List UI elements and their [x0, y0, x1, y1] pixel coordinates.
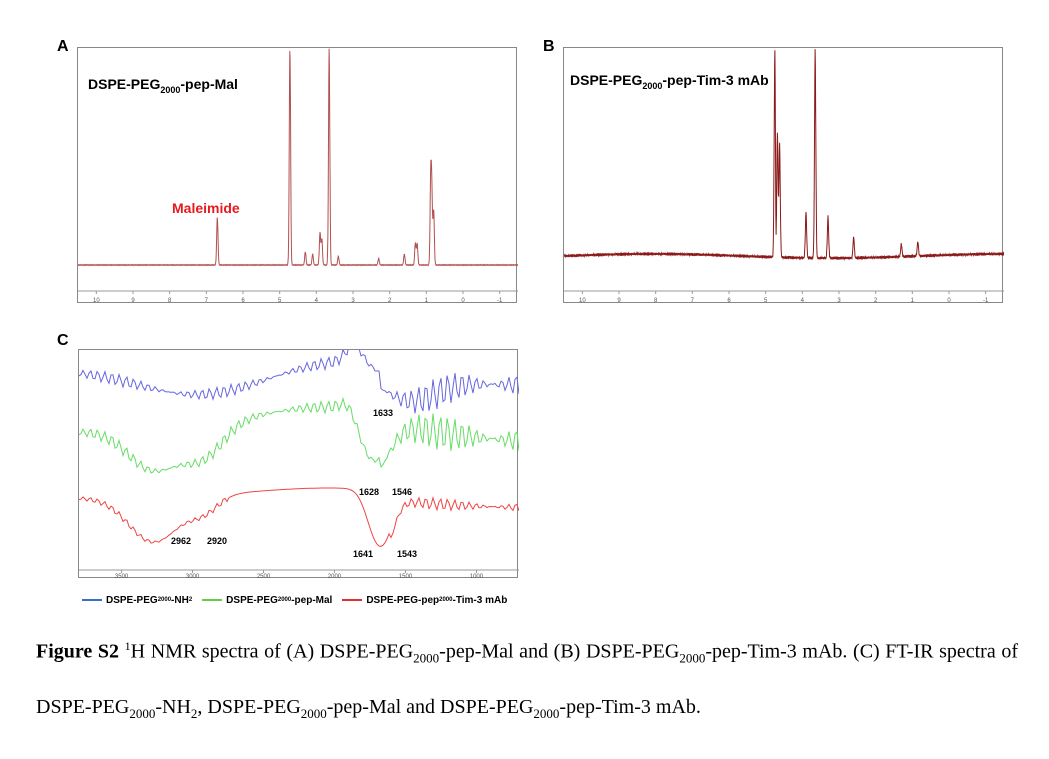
ftir-peak-label: 2962: [171, 536, 191, 546]
maleimide-annotation: Maleimide: [172, 200, 240, 216]
x-tick-label: 7: [691, 298, 695, 304]
x-tick-label: 10: [579, 298, 586, 304]
x-tick-label: 6: [241, 298, 245, 304]
legend-item-mal: DSPE-PEG 2000 -pep-Mal: [202, 595, 332, 606]
legend-item-mab: DSPE-PEG-pep 2000 -Tim-3 mAb: [342, 595, 507, 606]
ftir-peak-label: 1628: [359, 487, 379, 497]
x-tick-label: 1: [911, 298, 915, 304]
ftir-plot: 3500 3000 2500 2000 1500 1000 1633 1628 1546 2962…: [79, 350, 519, 579]
x-tick-label: 7: [205, 298, 209, 304]
ftir-x-tick-label: 2500: [257, 574, 271, 579]
x-tick-label: 2: [388, 298, 392, 304]
x-tick-label: 9: [617, 298, 621, 304]
legend-item-nh2: DSPE-PEG 2000 -NH 2: [82, 595, 192, 606]
x-tick-label: 9: [131, 298, 135, 304]
nmr-spectrum-a: 10 9 8 7 6 5 4 3 2 1 0 -1 DSPE-PEG2000-pep-Mal Male…: [77, 47, 518, 304]
panel-a-letter: A: [57, 38, 69, 55]
nmr-spectrum-line: [78, 48, 518, 267]
ftir-spectra: 3500 3000 2500 2000 1500 1000 1633 1628 1546 2962…: [78, 349, 519, 579]
x-tick-label: 4: [315, 298, 319, 304]
x-tick-label: 10: [93, 298, 100, 304]
caption-label: Figure S2: [36, 640, 120, 663]
x-tick-label: 8: [168, 298, 172, 304]
x-tick-label: 3: [837, 298, 841, 304]
x-tick-label: 1: [425, 298, 429, 304]
x-tick-label: -1: [497, 298, 503, 304]
x-tick-label: 5: [764, 298, 768, 304]
ftir-line-nh2: [79, 350, 519, 414]
x-tick-label: 5: [278, 298, 282, 304]
panel-b-letter: B: [543, 38, 555, 55]
ftir-line-mab: [79, 487, 519, 547]
nmr-spectrum-b: 10 9 8 7 6 5 4 3 2 1 0 -1 DSPE-PEG2000-pep-Tim-3 mA…: [563, 47, 1004, 304]
nmr-b-plot: 10 9 8 7 6 5 4 3 2 1 0 -1: [564, 49, 1004, 304]
ftir-x-tick-label: 3500: [115, 574, 129, 579]
ftir-x-tick-label: 1500: [399, 574, 413, 579]
x-tick-label: -1: [983, 298, 989, 304]
x-tick-label: 6: [727, 298, 731, 304]
x-tick-label: 8: [654, 298, 658, 304]
x-tick-label: 2: [874, 298, 878, 304]
ftir-peak-label: 1633: [373, 408, 393, 418]
legend-swatch-nh2: [82, 599, 102, 601]
x-tick-label: 0: [947, 298, 951, 304]
ftir-x-tick-label: 3000: [186, 574, 200, 579]
panel-b-title: DSPE-PEG2000-pep-Tim-3 mAb: [570, 72, 769, 91]
nmr-a-plot: 10 9 8 7 6 5 4 3 2 1 0 -1: [78, 48, 518, 304]
nmr-spectrum-line: [564, 49, 1004, 261]
ftir-x-tick-label: 2000: [328, 574, 342, 579]
panel-c-letter: C: [57, 332, 69, 349]
ftir-legend: DSPE-PEG 2000 -NH 2 DSPE-PEG 2000 -pep-Mal DS…: [82, 592, 517, 608]
x-tick-label: 4: [801, 298, 805, 304]
panel-a-title: DSPE-PEG2000-pep-Mal: [88, 76, 238, 95]
x-tick-label: 3: [351, 298, 355, 304]
ftir-x-tick-label: 1000: [470, 574, 484, 579]
legend-swatch-mal: [202, 599, 223, 601]
ftir-line-mal: [79, 396, 519, 474]
ftir-peak-label: 2920: [207, 536, 227, 546]
x-tick-label: 0: [461, 298, 465, 304]
ftir-peak-label: 1546: [392, 487, 412, 497]
ftir-peak-label: 1641: [353, 549, 373, 559]
legend-swatch-mab: [342, 599, 363, 601]
figure-caption: Figure S2 1H NMR spectra of (A) DSPE-PEG…: [36, 639, 1018, 721]
ftir-peak-label: 1543: [397, 549, 417, 559]
